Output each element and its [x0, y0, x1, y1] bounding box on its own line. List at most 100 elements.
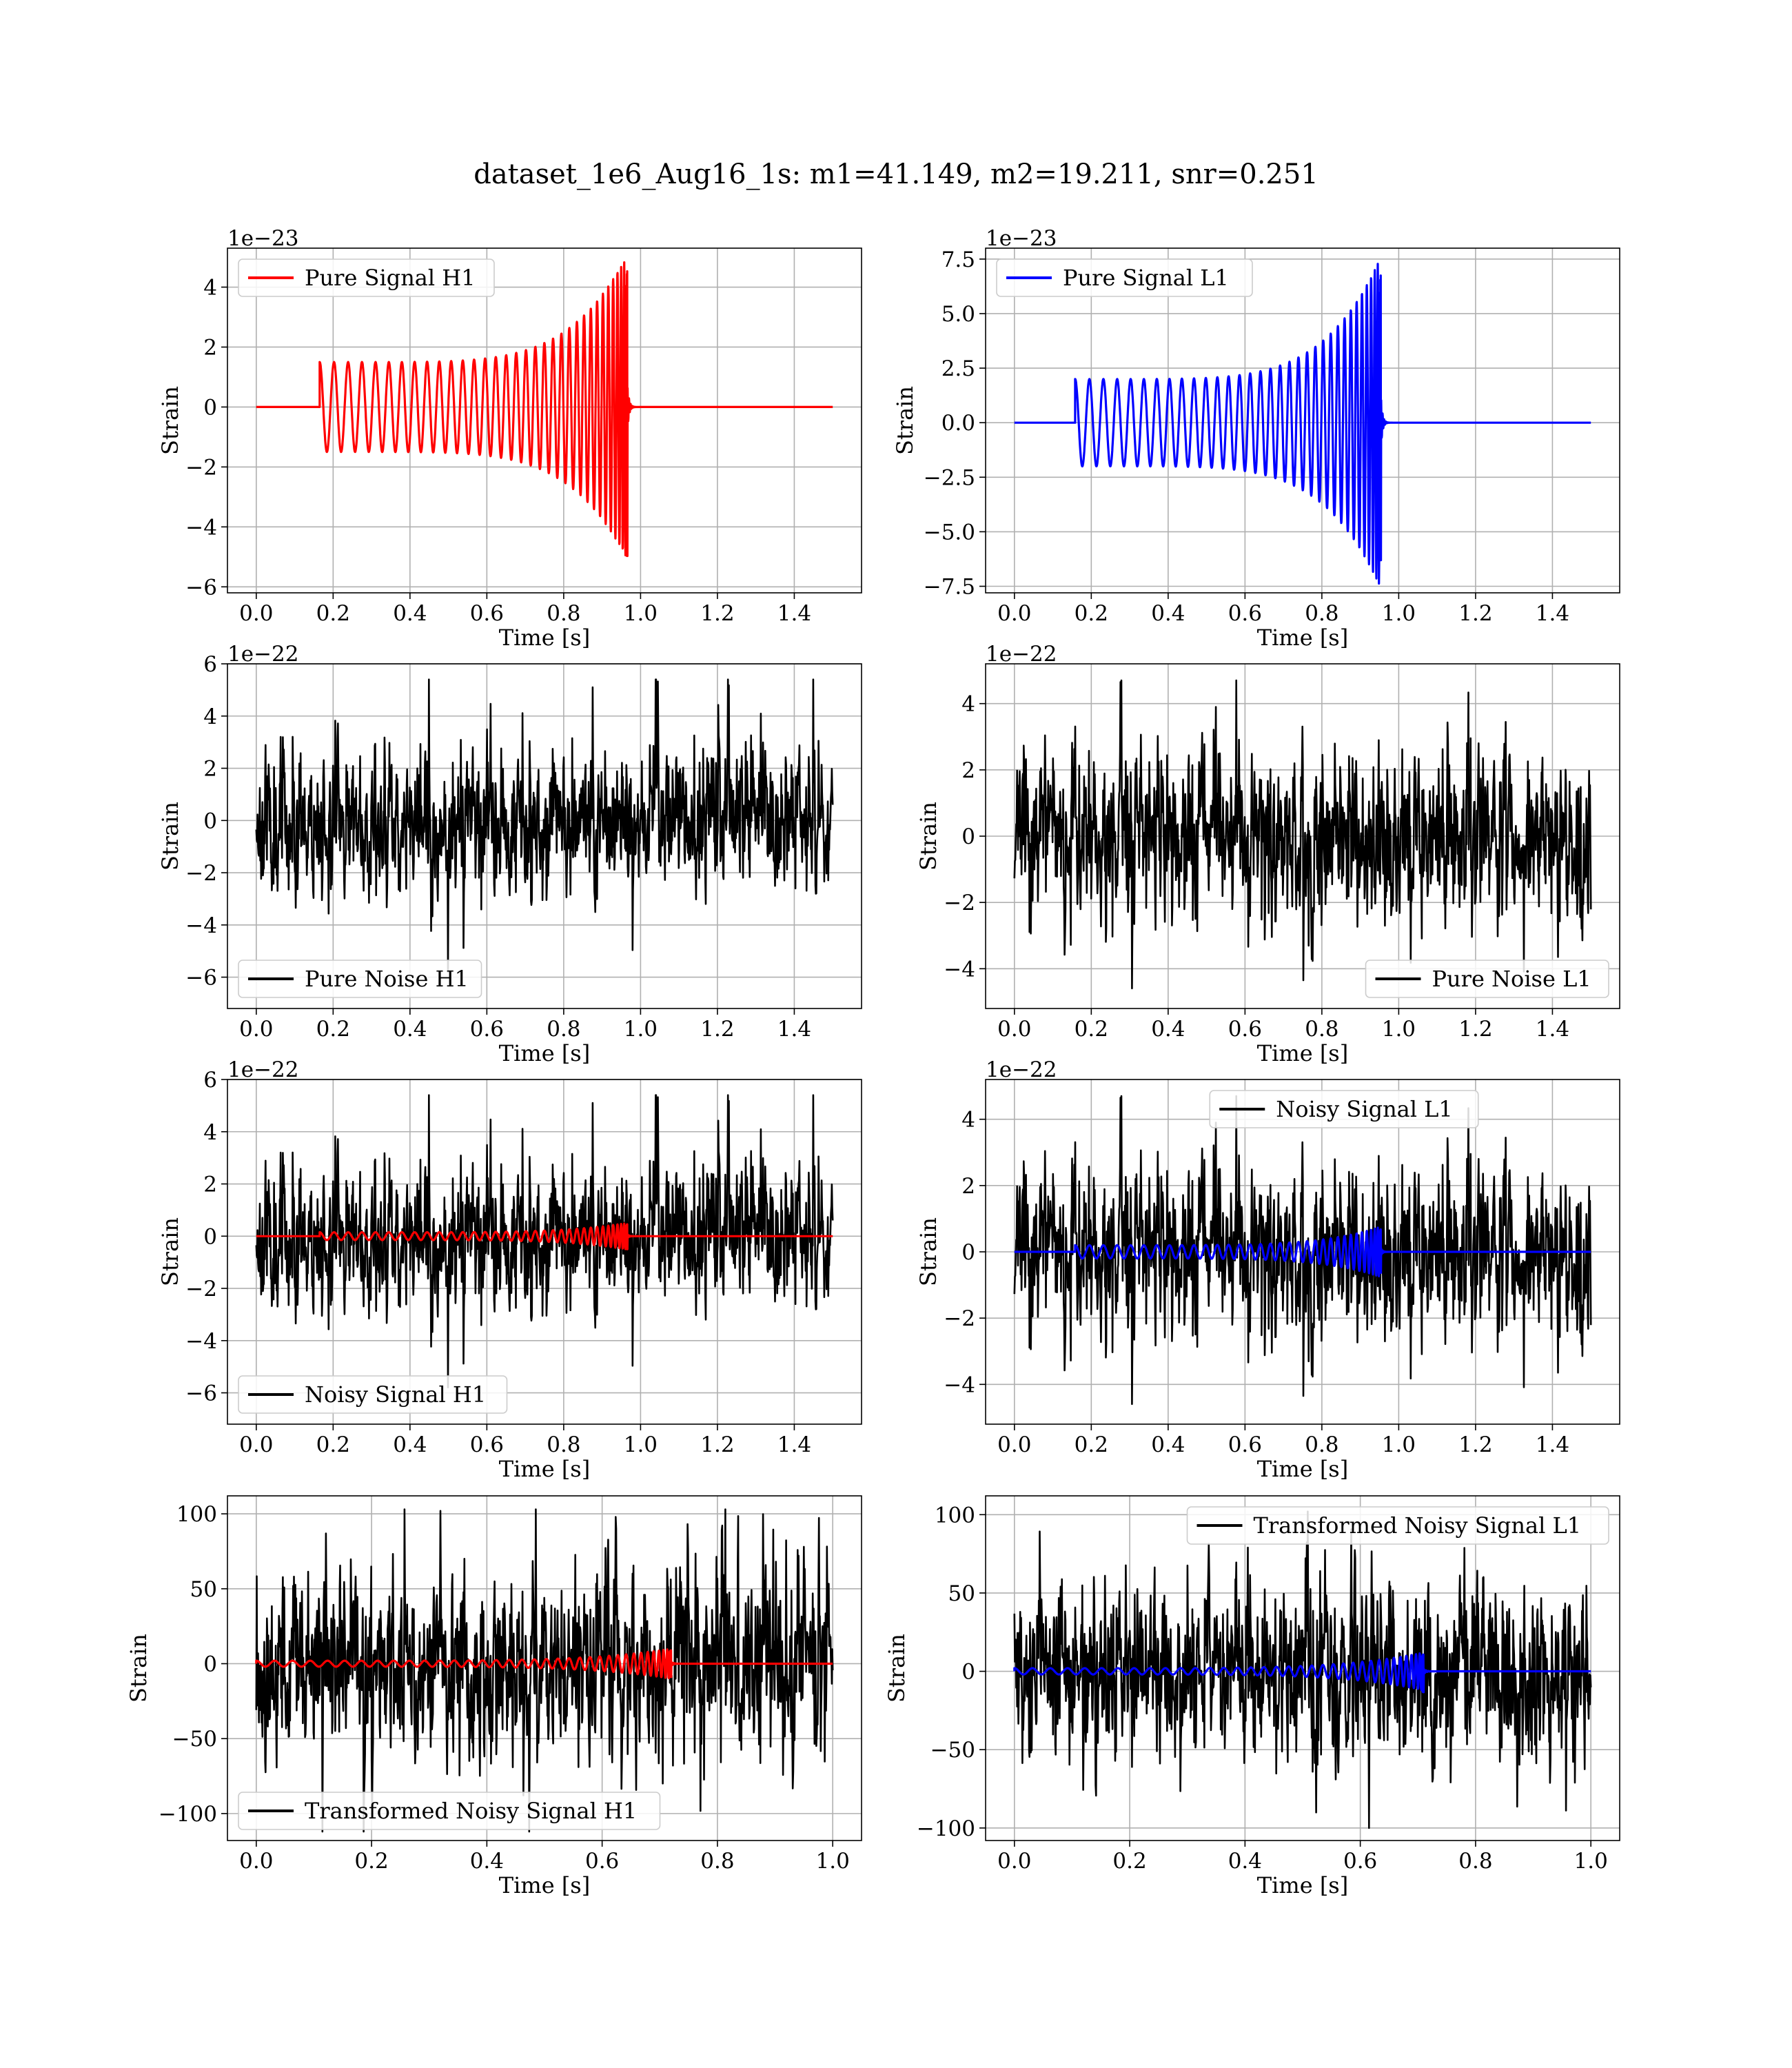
chart-1-legend-label: Pure Signal H1 [305, 265, 476, 291]
chart-3-series-1-line [255, 678, 834, 973]
chart-4-ytick-label-0: −4 [944, 957, 975, 982]
chart-5-legend-label: Noisy Signal H1 [305, 1381, 486, 1408]
chart-8-ytick-label-3: 50 [948, 1581, 975, 1606]
chart-4-offset-label: 1e−22 [986, 642, 1057, 667]
chart-1-xtick-label-5: 1.0 [624, 601, 658, 626]
chart-2-xtick-label-3: 0.6 [1228, 601, 1262, 626]
chart-1-offset-label: 1e−23 [227, 226, 299, 251]
chart-2-xtick-label-2: 0.4 [1151, 601, 1185, 626]
chart-4-xtick-label-0: 0.0 [997, 1017, 1031, 1042]
chart-6-xtick-label-6: 1.2 [1458, 1432, 1492, 1457]
chart-3-frame [227, 663, 862, 1009]
chart-7-xlabel: Time [s] [499, 1872, 590, 1898]
chart-8-xtick-label-0: 0.0 [997, 1849, 1031, 1874]
chart-7-xtick-label-2: 0.4 [470, 1849, 504, 1874]
chart-5-xlabel: Time [s] [499, 1456, 590, 1482]
chart-7-ylabel: Strain [125, 1634, 152, 1703]
chart-2-ytick-label-2: −2.5 [924, 465, 975, 490]
chart-1-xtick-label-4: 0.8 [547, 601, 580, 626]
chart-2-ytick-label-5: 5.0 [941, 302, 975, 327]
chart-6-xlabel: Time [s] [1257, 1456, 1348, 1482]
chart-5-frame [227, 1079, 862, 1425]
chart-4-ytick-label-1: −2 [944, 891, 975, 915]
chart-4-xtick-label-2: 0.4 [1151, 1017, 1185, 1042]
chart-6-xtick-label-4: 0.8 [1305, 1432, 1338, 1457]
chart-6-legend-label: Noisy Signal L1 [1276, 1096, 1453, 1122]
chart-3-ytick-label-4: 2 [203, 757, 217, 782]
chart-2-ylabel: Strain [892, 386, 918, 455]
chart-3-ytick-label-5: 4 [203, 704, 217, 729]
chart-5-ytick-label-2: −2 [185, 1277, 217, 1301]
chart-2-offset-label: 1e−23 [986, 226, 1057, 251]
chart-1-legend-box [238, 258, 495, 297]
chart-4-ytick-label-4: 4 [961, 692, 975, 717]
chart-6-xtick-label-5: 1.0 [1382, 1432, 1416, 1457]
chart-8-ylabel: Strain [884, 1634, 910, 1703]
chart-3-ytick-label-2: −2 [185, 861, 217, 886]
chart-3-ytick-label-0: −6 [185, 966, 217, 991]
chart-8-plot-area [1013, 1510, 1592, 1829]
chart-6: 0.0 0.2 0.4 0.6 0.8 1.0 1.2 1.4 −4 −2 0 2 4 Time [s] S… [915, 1057, 1620, 1482]
chart-6-series-2-line [1014, 1226, 1592, 1277]
chart-1-xtick-label-3: 0.6 [470, 601, 504, 626]
chart-4-ylabel: Strain [915, 802, 941, 871]
chart-8-ytick-label-4: 100 [935, 1503, 975, 1528]
chart-4-plot-area [1013, 679, 1592, 990]
chart-6-xtick-label-3: 0.6 [1228, 1432, 1262, 1457]
chart-7-ytick-label-4: 100 [176, 1502, 217, 1527]
chart-3-ytick-label-3: 0 [203, 809, 217, 833]
chart-4: 0.0 0.2 0.4 0.6 0.8 1.0 1.2 1.4 −4 −2 0 2 4 Time [s] S… [915, 642, 1620, 1066]
chart-4-xtick-label-3: 0.6 [1228, 1017, 1262, 1042]
chart-2-ytick-label-3: 0.0 [941, 411, 975, 436]
chart-3-xtick-label-2: 0.4 [393, 1017, 427, 1042]
chart-1-xtick-label-0: 0.0 [239, 601, 273, 626]
chart-6-plot-area [1013, 1095, 1592, 1406]
chart-5-offset-label: 1e−22 [227, 1057, 299, 1082]
chart-3-xtick-label-0: 0.0 [239, 1017, 273, 1042]
chart-1-plot-area [256, 261, 834, 558]
chart-5-xtick-label-0: 0.0 [239, 1432, 273, 1457]
chart-7-plot-area [255, 1508, 834, 1833]
chart-2-legend-box [996, 258, 1253, 297]
chart-6-ytick-label-4: 4 [961, 1108, 975, 1133]
chart-1-ytick-label-0: −6 [185, 575, 217, 600]
chart-7-ytick-label-2: 0 [203, 1652, 217, 1676]
chart-1-ylabel: Strain [157, 386, 183, 455]
chart-6-xtick-label-2: 0.4 [1151, 1432, 1185, 1457]
chart-3-ytick-label-1: −4 [185, 913, 217, 938]
chart-8-series-2-line [1013, 1652, 1592, 1694]
chart-6-legend-box [1209, 1090, 1479, 1128]
chart-6-xtick-label-0: 0.0 [997, 1432, 1031, 1457]
chart-8-xtick-label-2: 0.4 [1228, 1849, 1262, 1874]
chart-4-legend-box [1365, 960, 1609, 998]
chart-5-ytick-label-0: −6 [185, 1381, 217, 1406]
chart-2-frame [985, 247, 1620, 594]
chart-5-legend-box [238, 1375, 508, 1414]
chart-3-offset-label: 1e−22 [227, 642, 299, 667]
chart-5: 0.0 0.2 0.4 0.6 0.8 1.0 1.2 1.4 −6 −4 −2 0 2 4 6 Time [… [157, 1057, 862, 1482]
chart-2-plot-area [1014, 263, 1592, 585]
chart-3-xtick-label-5: 1.0 [624, 1017, 658, 1042]
chart-4-ytick-label-3: 2 [961, 758, 975, 783]
chart-3-xtick-label-7: 1.4 [777, 1017, 811, 1042]
chart-5-xtick-label-4: 0.8 [547, 1432, 580, 1457]
chart-4-xtick-label-1: 0.2 [1075, 1017, 1108, 1042]
chart-4-ytick-label-2: 0 [961, 824, 975, 849]
chart-3-xlabel: Time [s] [499, 1040, 590, 1066]
chart-2: 0.0 0.2 0.4 0.6 0.8 1.0 1.2 1.4 −7.5 −5.0 −2.5 0.0 2… [892, 226, 1620, 651]
chart-5-xtick-label-2: 0.4 [393, 1432, 427, 1457]
chart-6-ytick-label-1: −2 [944, 1306, 975, 1331]
chart-4-legend-label: Pure Noise L1 [1432, 966, 1591, 992]
chart-2-xlabel: Time [s] [1257, 625, 1348, 651]
chart-1-series-1-line [256, 261, 834, 558]
chart-2-legend-label: Pure Signal L1 [1063, 265, 1229, 291]
chart-8-xlabel: Time [s] [1257, 1872, 1348, 1898]
chart-7-ytick-label-1: −50 [172, 1727, 217, 1752]
chart-7-frame [227, 1495, 862, 1841]
chart-5-xtick-label-3: 0.6 [470, 1432, 504, 1457]
chart-7-legend-label: Transformed Noisy Signal H1 [305, 1798, 637, 1824]
chart-8-ytick-label-0: −100 [917, 1816, 975, 1841]
chart-1-xtick-label-1: 0.2 [316, 601, 350, 626]
chart-5-plot-area [255, 1094, 834, 1388]
